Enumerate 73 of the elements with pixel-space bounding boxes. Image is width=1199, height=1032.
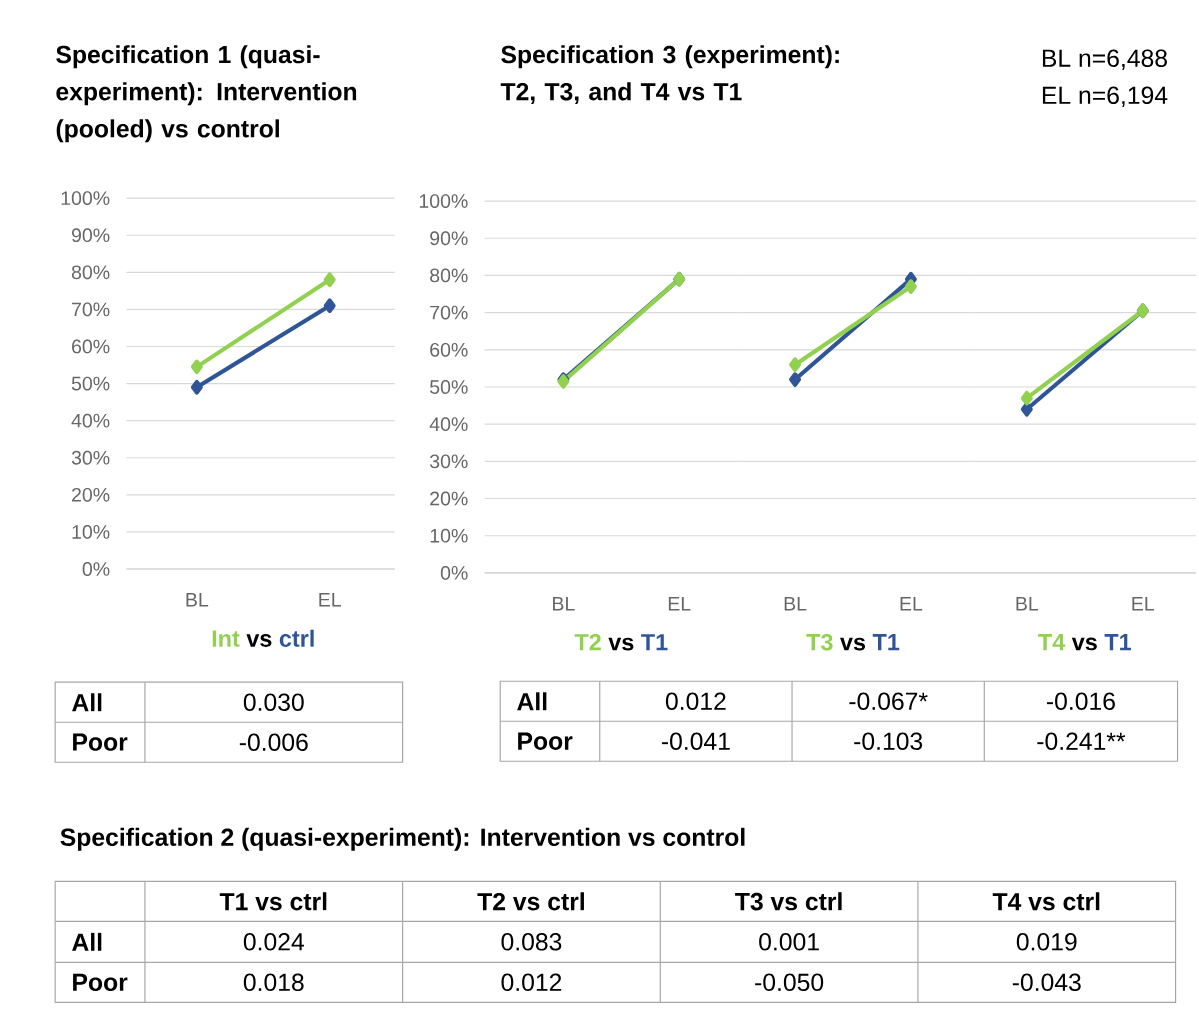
chart-title: Specification 3 (experiment): T2, T3, and T4 vs T1 [500, 45, 839, 105]
x-tick-label: EL [668, 597, 691, 611]
text: T1 [1104, 634, 1132, 651]
text: T2 [574, 634, 601, 651]
text: -0.006 [239, 733, 308, 752]
text: EL n=6,194 [1042, 86, 1168, 108]
x-tick-label: EL [1132, 597, 1155, 611]
text: -0.241** [1037, 732, 1126, 751]
text: -0.016 [1046, 692, 1115, 711]
text: ctrl [279, 629, 314, 648]
y-tick-label: 50% [430, 380, 468, 395]
y-tick-label: 0% [82, 562, 110, 577]
text: -0.043 [1012, 973, 1081, 992]
text: Poor [518, 732, 573, 751]
text: T1 [641, 634, 668, 651]
text: T4 [1038, 634, 1066, 651]
text: All [72, 933, 102, 951]
y-tick-label: 80% [71, 265, 110, 280]
y-tick-label: 60% [430, 343, 468, 357]
y-tick-label: 30% [429, 454, 468, 469]
text: Specification 2 (quasi-experiment): Intervention vs control [60, 828, 745, 852]
x-tick-label: BL [553, 597, 575, 611]
text: -0.067* [849, 692, 928, 711]
y-tick-label: 90% [430, 231, 468, 246]
y-tick-label: 90% [71, 228, 110, 243]
text: T1 vs ctrl [219, 892, 327, 911]
text: 0.024 [243, 933, 304, 951]
text: -0.103 [854, 732, 923, 751]
y-tick-label: 0% [440, 566, 468, 580]
text: 0.018 [243, 973, 304, 992]
y-tick-label: 100% [61, 191, 110, 206]
text: -0.041 [661, 732, 730, 751]
y-tick-label: 20% [72, 488, 110, 502]
text: vs [840, 637, 866, 651]
text: 0.019 [1016, 933, 1077, 951]
text: T3 [806, 634, 833, 651]
x-tick-label: EL [319, 593, 341, 607]
text: 0.012 [665, 692, 726, 711]
text: T2 vs ctrl [477, 892, 584, 911]
y-tick-label: 40% [429, 417, 468, 432]
y-tick-label: 100% [419, 194, 468, 209]
y-tick-label: 80% [430, 268, 468, 283]
text: vs [608, 637, 634, 651]
y-tick-label: 60% [72, 339, 110, 354]
text: 0.083 [501, 933, 562, 951]
text: All [517, 692, 547, 711]
text: -0.050 [755, 973, 824, 992]
y-tick-label: 40% [71, 413, 110, 428]
y-tick-label: 30% [71, 451, 110, 465]
text: T4 vs ctrl [992, 892, 1100, 911]
text: BL n=6,488 [1042, 49, 1167, 71]
text: vs [1071, 637, 1097, 651]
y-tick-label: 20% [430, 491, 468, 506]
text: T3 vs ctrl [735, 892, 842, 911]
x-tick-label: BL [186, 593, 209, 607]
text: T1 [872, 634, 900, 651]
text: Poor [73, 973, 128, 992]
text: 0.001 [759, 933, 819, 951]
chart-title: Specification 1 (quasi-experiment): Intervention (pooled) vs control [56, 45, 357, 143]
y-tick-label: 50% [71, 376, 110, 391]
text: 0.012 [501, 973, 562, 992]
x-tick-label: BL [784, 597, 807, 611]
text: Int [212, 630, 240, 648]
y-tick-label: 70% [72, 302, 110, 317]
y-tick-label: 10% [430, 529, 468, 543]
text: Poor [73, 733, 128, 752]
text: All [72, 693, 102, 712]
y-tick-label: 70% [430, 305, 468, 320]
x-tick-label: BL [1016, 597, 1039, 611]
y-tick-label: 10% [72, 525, 110, 540]
text: 0.030 [243, 693, 304, 712]
text: vs [246, 634, 272, 648]
x-tick-label: EL [900, 597, 923, 611]
